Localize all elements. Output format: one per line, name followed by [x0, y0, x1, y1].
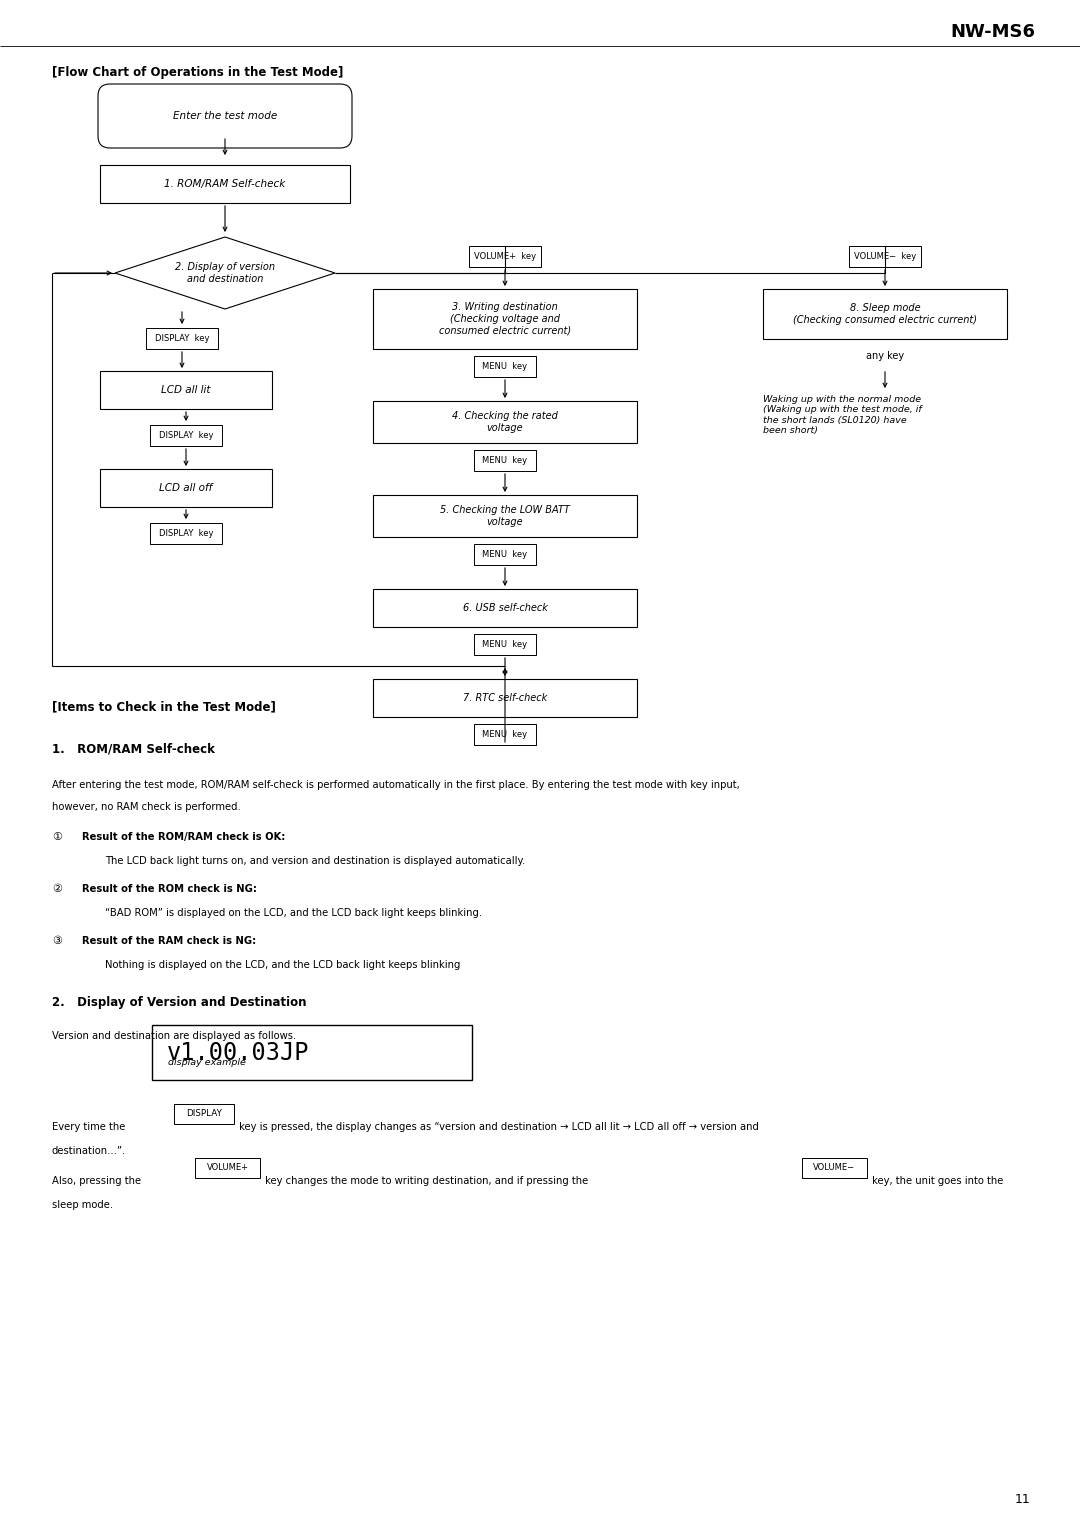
Text: Version and destination are displayed as follows.: Version and destination are displayed as…	[52, 1031, 296, 1041]
Text: MENU  key: MENU key	[483, 640, 527, 649]
Text: Every time the: Every time the	[52, 1122, 129, 1132]
Text: VOLUME−  key: VOLUME− key	[854, 252, 916, 261]
FancyBboxPatch shape	[762, 289, 1007, 339]
FancyBboxPatch shape	[100, 469, 272, 507]
Text: sleep mode.: sleep mode.	[52, 1199, 113, 1210]
Text: 1.   ROM/RAM Self-check: 1. ROM/RAM Self-check	[52, 743, 215, 755]
Text: 7. RTC self-check: 7. RTC self-check	[463, 694, 548, 703]
FancyBboxPatch shape	[373, 495, 637, 536]
Text: VOLUME−: VOLUME−	[813, 1163, 855, 1172]
Polygon shape	[114, 237, 335, 309]
FancyBboxPatch shape	[474, 634, 536, 656]
Text: [Items to Check in the Test Mode]: [Items to Check in the Test Mode]	[52, 700, 275, 714]
Text: v1.00.03JP: v1.00.03JP	[167, 1041, 310, 1065]
FancyBboxPatch shape	[373, 400, 637, 443]
FancyBboxPatch shape	[98, 84, 352, 148]
FancyBboxPatch shape	[195, 1158, 260, 1178]
Text: [Flow Chart of Operations in the Test Mode]: [Flow Chart of Operations in the Test Mo…	[52, 66, 343, 79]
Text: 5. Checking the LOW BATT
voltage: 5. Checking the LOW BATT voltage	[440, 506, 570, 527]
Text: destination...”.: destination...”.	[52, 1146, 126, 1157]
Text: DISPLAY  key: DISPLAY key	[159, 529, 213, 538]
Text: 2.   Display of Version and Destination: 2. Display of Version and Destination	[52, 996, 307, 1008]
Text: display example: display example	[168, 1057, 246, 1067]
FancyBboxPatch shape	[146, 329, 218, 348]
Text: LCD all lit: LCD all lit	[161, 385, 211, 396]
Text: VOLUME+: VOLUME+	[206, 1163, 248, 1172]
Text: After entering the test mode, ROM/RAM self-check is performed automatically in t: After entering the test mode, ROM/RAM se…	[52, 779, 740, 790]
Text: 8. Sleep mode
(Checking consumed electric current): 8. Sleep mode (Checking consumed electri…	[793, 303, 977, 325]
Text: Result of the ROM/RAM check is OK:: Result of the ROM/RAM check is OK:	[82, 833, 285, 842]
FancyBboxPatch shape	[474, 544, 536, 565]
Text: Result of the RAM check is NG:: Result of the RAM check is NG:	[82, 937, 256, 946]
FancyBboxPatch shape	[152, 1025, 472, 1080]
Text: Result of the ROM check is NG:: Result of the ROM check is NG:	[82, 885, 257, 894]
Text: 1. ROM/RAM Self-check: 1. ROM/RAM Self-check	[164, 179, 285, 189]
FancyBboxPatch shape	[469, 246, 541, 267]
Text: 4. Checking the rated
voltage: 4. Checking the rated voltage	[453, 411, 558, 432]
FancyBboxPatch shape	[373, 289, 637, 348]
Text: DISPLAY  key: DISPLAY key	[159, 431, 213, 440]
FancyBboxPatch shape	[474, 356, 536, 377]
Text: key, the unit goes into the: key, the unit goes into the	[869, 1177, 1003, 1186]
Text: ①: ①	[52, 833, 62, 842]
FancyBboxPatch shape	[474, 451, 536, 471]
Text: however, no RAM check is performed.: however, no RAM check is performed.	[52, 802, 241, 811]
FancyBboxPatch shape	[373, 588, 637, 626]
FancyBboxPatch shape	[174, 1105, 234, 1125]
Text: VOLUME+  key: VOLUME+ key	[474, 252, 536, 261]
Text: DISPLAY: DISPLAY	[186, 1109, 222, 1118]
Text: NW-MS6: NW-MS6	[950, 23, 1035, 41]
FancyBboxPatch shape	[100, 165, 350, 203]
Text: MENU  key: MENU key	[483, 455, 527, 465]
Text: any key: any key	[866, 351, 904, 361]
Text: Waking up with the normal mode
(Waking up with the test mode, if
the short lands: Waking up with the normal mode (Waking u…	[762, 396, 921, 435]
FancyBboxPatch shape	[150, 523, 222, 544]
Text: MENU  key: MENU key	[483, 362, 527, 371]
Text: 11: 11	[1014, 1493, 1030, 1507]
FancyBboxPatch shape	[150, 425, 222, 446]
FancyBboxPatch shape	[849, 246, 921, 267]
Text: ③: ③	[52, 937, 62, 946]
Text: 3. Writing destination
(Checking voltage and
consumed electric current): 3. Writing destination (Checking voltage…	[438, 303, 571, 336]
Text: Nothing is displayed on the LCD, and the LCD back light keeps blinking: Nothing is displayed on the LCD, and the…	[105, 960, 460, 970]
Text: 2. Display of version
and destination: 2. Display of version and destination	[175, 263, 275, 284]
Text: MENU  key: MENU key	[483, 550, 527, 559]
FancyBboxPatch shape	[802, 1158, 867, 1178]
Text: Enter the test mode: Enter the test mode	[173, 112, 278, 121]
Text: The LCD back light turns on, and version and destination is displayed automatica: The LCD back light turns on, and version…	[105, 856, 525, 866]
FancyBboxPatch shape	[100, 371, 272, 410]
FancyBboxPatch shape	[373, 678, 637, 717]
Text: “BAD ROM” is displayed on the LCD, and the LCD back light keeps blinking.: “BAD ROM” is displayed on the LCD, and t…	[105, 908, 482, 918]
Text: 6. USB self-check: 6. USB self-check	[462, 604, 548, 613]
Text: key is pressed, the display changes as “version and destination → LCD all lit → : key is pressed, the display changes as “…	[237, 1122, 759, 1132]
Text: ②: ②	[52, 885, 62, 894]
Text: MENU  key: MENU key	[483, 730, 527, 740]
FancyBboxPatch shape	[474, 724, 536, 746]
Text: Also, pressing the: Also, pressing the	[52, 1177, 145, 1186]
Text: key changes the mode to writing destination, and if pressing the: key changes the mode to writing destinat…	[262, 1177, 592, 1186]
Text: DISPLAY  key: DISPLAY key	[154, 335, 210, 342]
Text: LCD all off: LCD all off	[160, 483, 213, 494]
